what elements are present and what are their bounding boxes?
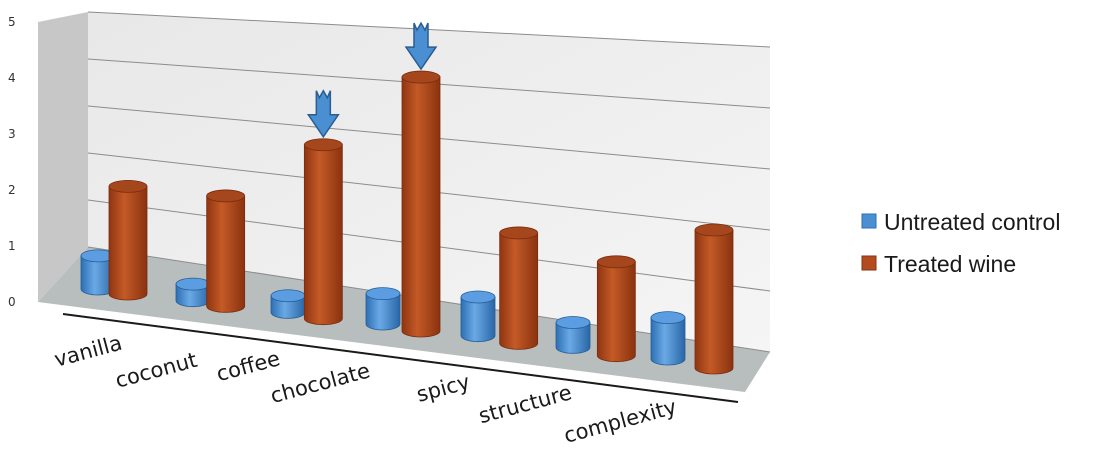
- y-tick-label: 5: [8, 15, 16, 29]
- bar-untreated-control-coconut: [175, 277, 211, 308]
- y-axis-ticks: 0 1 2 3 4 5: [8, 15, 16, 309]
- bar-treated-wine-structure: [596, 255, 636, 363]
- bars: [80, 70, 734, 375]
- legend-item-untreated-control: Untreated control: [861, 209, 1060, 235]
- x-tick-label: coffee: [214, 346, 283, 386]
- chart-side-wall: [38, 12, 88, 302]
- x-tick-label: coconut: [113, 348, 200, 393]
- y-tick-label: 2: [8, 183, 16, 197]
- bar-untreated-control-coffee: [270, 289, 306, 319]
- x-tick-label: complexity: [561, 395, 679, 448]
- legend-label-treated-wine: Treated wine: [884, 251, 1016, 277]
- bar-untreated-control-spicy: [460, 290, 496, 343]
- y-tick-label: 0: [8, 295, 16, 309]
- x-tick-label: spicy: [414, 370, 472, 407]
- x-axis-line: [62, 313, 739, 403]
- legend-swatch-untreated-control: [861, 213, 877, 229]
- legend: Untreated control Treated wine: [861, 209, 1060, 277]
- legend-swatch-treated-wine: [861, 255, 877, 271]
- y-tick-label: 3: [8, 127, 16, 141]
- x-tick-label: vanilla: [52, 331, 125, 372]
- bar-treated-wine-vanilla: [108, 179, 148, 301]
- bar-treated-wine-chocolate: [401, 70, 441, 338]
- bar-untreated-control-complexity: [650, 311, 686, 366]
- highlight-arrow-chocolate: [404, 21, 438, 71]
- x-tick-label: structure: [476, 380, 574, 428]
- highlight-arrows: [306, 21, 438, 139]
- bar-treated-wine-coconut: [206, 189, 246, 313]
- y-tick-label: 1: [8, 239, 16, 253]
- legend-label-untreated-control: Untreated control: [884, 209, 1060, 235]
- bar-treated-wine-complexity: [694, 223, 734, 375]
- bar-untreated-control-chocolate: [365, 287, 401, 331]
- x-tick-label: chocolate: [268, 358, 373, 408]
- highlight-arrow-coffee: [306, 89, 340, 139]
- bar-treated-wine-coffee: [303, 138, 343, 326]
- bar-treated-wine-spicy: [499, 226, 539, 350]
- y-tick-label: 4: [8, 71, 16, 85]
- bar-untreated-control-structure: [555, 316, 591, 354]
- legend-item-treated-wine: Treated wine: [861, 251, 1016, 277]
- gridline-5: [87, 11, 771, 48]
